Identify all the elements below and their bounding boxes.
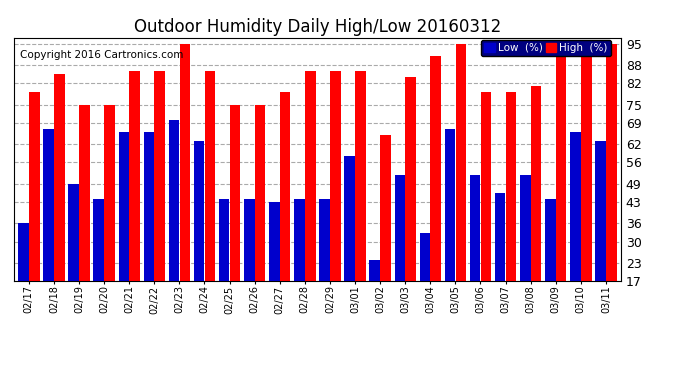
Bar (305, 71, 315, 281)
Bar (294, 199, 305, 281)
Bar (54, 74, 65, 281)
Bar (595, 141, 606, 281)
Bar (68, 184, 79, 281)
Bar (369, 260, 380, 281)
Bar (144, 132, 154, 281)
Bar (470, 175, 480, 281)
Bar (395, 175, 405, 281)
Legend: Low  (%), High  (%): Low (%), High (%) (481, 40, 611, 56)
Bar (169, 120, 179, 281)
Bar (431, 56, 441, 281)
Bar (269, 202, 279, 281)
Bar (495, 193, 506, 281)
Bar (531, 86, 542, 281)
Bar (420, 232, 430, 281)
Bar (43, 129, 54, 281)
Bar (545, 199, 555, 281)
Bar (155, 71, 165, 281)
Bar (219, 199, 230, 281)
Bar (29, 92, 39, 281)
Bar (244, 199, 255, 281)
Bar (570, 132, 581, 281)
Text: Copyright 2016 Cartronics.com: Copyright 2016 Cartronics.com (20, 50, 184, 60)
Bar (445, 129, 455, 281)
Bar (129, 71, 140, 281)
Title: Outdoor Humidity Daily High/Low 20160312: Outdoor Humidity Daily High/Low 20160312 (134, 18, 501, 36)
Bar (520, 175, 531, 281)
Bar (18, 224, 29, 281)
Bar (481, 92, 491, 281)
Bar (179, 44, 190, 281)
Bar (104, 105, 115, 281)
Bar (581, 56, 591, 281)
Bar (230, 105, 240, 281)
Bar (93, 199, 104, 281)
Bar (119, 132, 129, 281)
Bar (319, 199, 330, 281)
Bar (556, 44, 566, 281)
Bar (280, 92, 290, 281)
Bar (79, 105, 90, 281)
Bar (606, 44, 617, 281)
Bar (455, 44, 466, 281)
Bar (194, 141, 204, 281)
Bar (355, 71, 366, 281)
Bar (506, 92, 516, 281)
Bar (330, 71, 341, 281)
Bar (380, 135, 391, 281)
Bar (405, 77, 416, 281)
Bar (344, 156, 355, 281)
Bar (255, 105, 266, 281)
Bar (205, 71, 215, 281)
